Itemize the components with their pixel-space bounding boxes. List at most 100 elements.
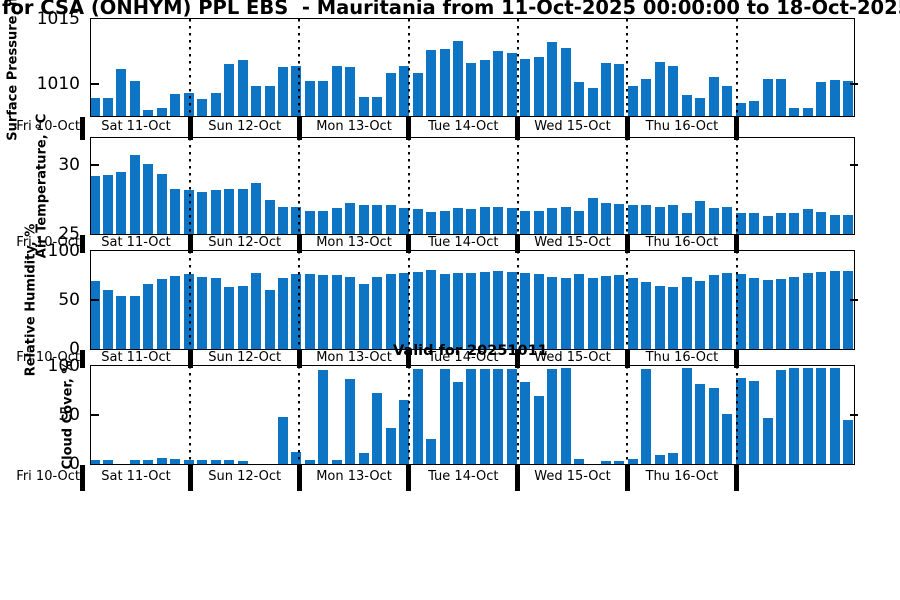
cloud-cover-bar xyxy=(776,369,786,464)
day-boundary-line xyxy=(407,138,410,234)
surface-pressure-bar xyxy=(776,78,786,116)
cloud-cover-bar xyxy=(331,460,342,464)
relative-humidity-bar xyxy=(614,274,625,349)
cloud-cover-bar xyxy=(627,459,638,464)
valid-for-label: Valid for 20251011 xyxy=(393,343,548,359)
y-tick-label: 50 xyxy=(58,405,80,425)
relative-humidity-bar xyxy=(426,269,436,349)
day-separator xyxy=(624,235,630,253)
date-label: Wed 15-Oct xyxy=(534,235,611,250)
surface-pressure-bar xyxy=(426,50,436,116)
date-axis-row: Fri 10-Oct Sat 11-Oct Sun 12-Oct Mon 13-Oct… xyxy=(0,465,900,491)
air-temperature-bar xyxy=(439,210,450,234)
cloud-cover-bar xyxy=(426,438,436,464)
surface-pressure-plot xyxy=(90,18,858,117)
air-temperature-bar xyxy=(601,202,611,234)
surface-pressure-bar xyxy=(358,96,369,116)
date-label: Mon 13-Oct xyxy=(316,469,392,484)
day-boundary-line xyxy=(626,251,629,349)
y-tick-label: 1010 xyxy=(36,73,80,94)
day-boundary-line xyxy=(626,138,629,234)
air-temperature-bar xyxy=(520,210,531,234)
y-tick-label: 30 xyxy=(58,155,80,176)
air-temperature-bar xyxy=(479,206,490,234)
cloud-cover-bar xyxy=(452,381,463,464)
cloud-cover-bar xyxy=(129,460,140,464)
surface-pressure-bar xyxy=(452,41,463,116)
cloud-cover-bar xyxy=(762,417,773,464)
cloud-cover-bar xyxy=(183,460,194,464)
date-label: Sat 11-Oct xyxy=(101,119,171,134)
surface-pressure-bar xyxy=(116,69,127,116)
day-boundary-line xyxy=(189,19,191,116)
air-temperature-bar xyxy=(116,172,127,234)
day-separator xyxy=(187,235,193,253)
surface-pressure-bar xyxy=(224,64,235,116)
cloud-cover-bar xyxy=(695,383,706,464)
air-temperature-bar xyxy=(587,198,598,234)
cloud-cover-bar xyxy=(372,393,383,464)
day-boundary-line xyxy=(735,366,738,464)
date-label: Sun 12-Oct xyxy=(208,469,282,484)
cloud-cover-bar xyxy=(506,368,517,464)
air-temperature-bar xyxy=(627,205,638,234)
air-temperature-bar xyxy=(722,206,733,234)
day-boundary-line xyxy=(298,19,301,116)
cloud-cover-bar xyxy=(237,461,248,464)
y-tick xyxy=(91,164,99,167)
air-temperature-bar xyxy=(762,216,773,234)
cloud-cover-bar xyxy=(802,368,813,464)
air-temperature-bar xyxy=(372,205,383,234)
cloud-cover-bar xyxy=(170,459,181,464)
air-temperature-bar xyxy=(91,176,100,234)
relative-humidity-bar xyxy=(372,276,383,349)
surface-pressure-bar xyxy=(802,108,813,116)
surface-pressure-bar xyxy=(385,73,396,116)
relative-humidity-bar xyxy=(587,278,598,349)
surface-pressure-bar xyxy=(493,51,504,116)
cloud-cover-bar xyxy=(533,396,544,464)
day-separator xyxy=(734,235,739,253)
cloud-cover-bar xyxy=(816,368,827,464)
surface-pressure-bar xyxy=(681,95,692,116)
day-separator xyxy=(734,350,739,368)
air-temperature-bar xyxy=(318,210,329,234)
day-boundary-line xyxy=(517,19,519,116)
relative-humidity-bar xyxy=(668,287,679,349)
cloud-cover-bar xyxy=(345,378,356,464)
relative-humidity-bar xyxy=(776,279,786,349)
air-temperature-bar xyxy=(560,206,571,234)
date-label: Thu 16-Oct xyxy=(645,350,719,365)
y-tick xyxy=(91,414,99,416)
air-temperature-bar xyxy=(614,203,625,234)
day-separator xyxy=(296,465,302,491)
air-temperature-bar xyxy=(533,210,544,234)
cloud-cover-bar xyxy=(641,368,652,464)
page-title: for CSA (ONHYM) PPL EBS - Mauritania fro… xyxy=(2,0,900,19)
surface-pressure-bar xyxy=(627,86,638,116)
relative-humidity-bar xyxy=(560,277,571,349)
surface-pressure-bar xyxy=(372,96,383,116)
air-temperature-bar xyxy=(547,207,558,234)
surface-pressure-bar xyxy=(533,56,544,116)
y-tick xyxy=(850,82,858,85)
air-temperature-bar xyxy=(735,213,746,234)
relative-humidity-bar xyxy=(399,272,410,349)
date-label: Thu 16-Oct xyxy=(645,119,719,134)
date-label: Sat 11-Oct xyxy=(101,235,171,250)
surface-pressure-bar xyxy=(170,94,181,116)
day-boundary-line xyxy=(407,251,410,349)
day-boundary-line xyxy=(189,366,191,464)
day-separator xyxy=(624,465,630,491)
cloud-cover-bar xyxy=(520,381,531,464)
relative-humidity-bar xyxy=(143,284,154,349)
surface-pressure-bar xyxy=(520,59,531,116)
relative-humidity-bar xyxy=(843,270,854,349)
cloud-cover-bar xyxy=(197,460,208,464)
air-temperature-bar xyxy=(224,188,235,234)
date-label-leading: Fri 10-Oct xyxy=(16,350,80,365)
relative-humidity-bar xyxy=(412,271,423,349)
relative-humidity-bar xyxy=(627,277,638,349)
day-separator xyxy=(515,350,521,368)
